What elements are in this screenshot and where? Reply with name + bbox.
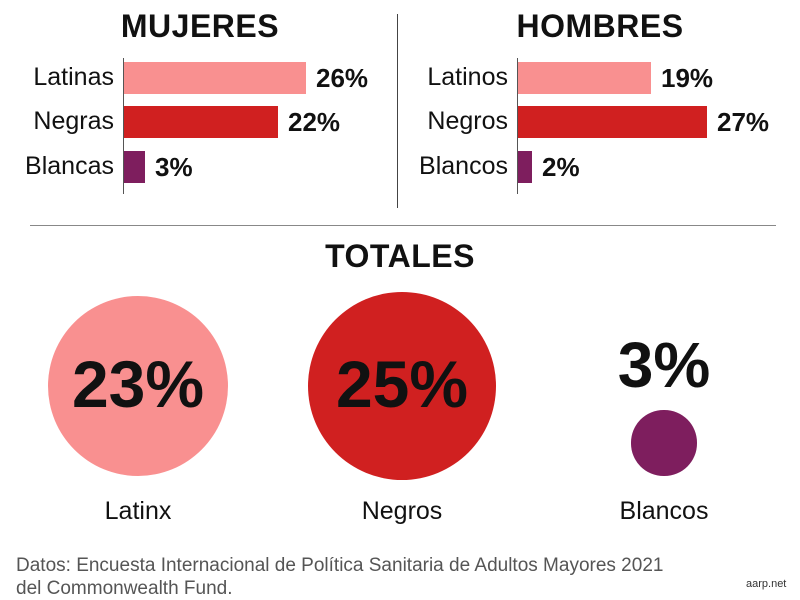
men-category-label: Latinos bbox=[427, 63, 508, 91]
men-bar bbox=[518, 106, 707, 138]
women-title: MUJERES bbox=[120, 8, 280, 44]
panel-divider bbox=[397, 14, 398, 208]
men-value-label: 27% bbox=[717, 107, 770, 137]
women-value-label: 3% bbox=[155, 152, 193, 182]
men-bar bbox=[518, 151, 532, 183]
totals-value-label: 3% bbox=[617, 329, 711, 401]
source-note: Datos: Encuesta Internacional de Polític… bbox=[16, 554, 736, 600]
section-divider bbox=[30, 225, 776, 226]
totals-value-label: 25% bbox=[335, 347, 469, 421]
women-category-label: Blancas bbox=[25, 152, 114, 180]
men-category-label: Negros bbox=[427, 107, 508, 135]
men-title: HOMBRES bbox=[516, 8, 684, 44]
men-value-label: 2% bbox=[542, 152, 580, 182]
women-bar bbox=[124, 62, 306, 94]
women-bar bbox=[124, 106, 278, 138]
men-bar bbox=[518, 62, 651, 94]
totals-category-label: Blancos bbox=[619, 497, 709, 525]
totals-value-label: 23% bbox=[71, 347, 205, 421]
men-category-label: Blancos bbox=[419, 152, 508, 180]
women-bar bbox=[124, 151, 145, 183]
men-axis bbox=[517, 58, 518, 194]
totals-title: TOTALES bbox=[325, 238, 475, 274]
source-line-2: del Commonwealth Fund. bbox=[16, 578, 233, 599]
totals-category-label: Negros bbox=[361, 497, 443, 525]
totals-bubble bbox=[631, 410, 697, 476]
totals-bubble bbox=[308, 292, 496, 480]
women-category-label: Negras bbox=[33, 107, 114, 135]
women-category-label: Latinas bbox=[33, 63, 114, 91]
women-value-label: 22% bbox=[288, 107, 341, 137]
site-credit: aarp.net bbox=[746, 578, 787, 590]
women-axis bbox=[123, 58, 124, 194]
women-value-label: 26% bbox=[316, 63, 369, 93]
men-value-label: 19% bbox=[661, 63, 714, 93]
totals-category-label: Latinx bbox=[104, 497, 172, 525]
source-line-1: Datos: Encuesta Internacional de Polític… bbox=[16, 555, 664, 576]
totals-bubble bbox=[47, 295, 229, 477]
